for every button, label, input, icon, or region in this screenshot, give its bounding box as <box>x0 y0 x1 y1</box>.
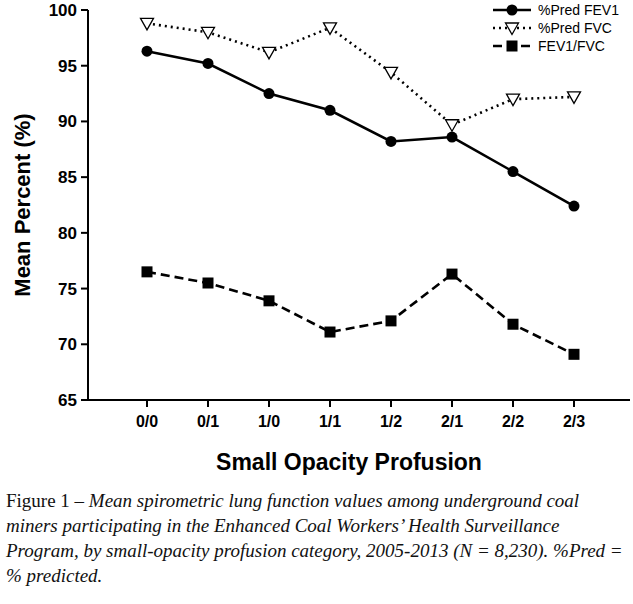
x-tick <box>390 400 392 407</box>
y-tick-label: 85 <box>58 168 77 187</box>
data-point <box>447 132 458 143</box>
caption-text: Mean spirometric lung function values am… <box>6 490 623 586</box>
y-tick <box>81 120 88 122</box>
data-point <box>386 315 397 326</box>
data-point <box>325 105 336 116</box>
y-tick-label: 90 <box>58 112 77 131</box>
data-point <box>569 349 580 360</box>
y-tick <box>81 9 88 11</box>
y-tick-label: 100 <box>49 1 77 20</box>
data-point <box>446 120 459 131</box>
legend-label: %Pred FEV1 <box>538 2 619 18</box>
caption-label: Figure 1 – <box>6 490 84 511</box>
data-point <box>385 67 398 79</box>
legend-marker <box>506 23 519 35</box>
x-tick <box>451 400 453 407</box>
y-axis-label: Mean Percent (%) <box>10 113 35 296</box>
chart: 65 70 75 80 85 90 95 100 0/0 0/1 1/0 1/1 1/2 2/1 2/2 2/… <box>0 0 633 486</box>
y-tick <box>81 399 88 401</box>
x-tick-label: 2/2 <box>502 413 524 430</box>
x-tick-label: 2/1 <box>441 413 463 430</box>
series-line <box>147 23 574 124</box>
legend-label: FEV1/FVC <box>538 38 605 54</box>
y-tick-label: 80 <box>58 224 77 243</box>
legend-marker <box>507 41 518 52</box>
y-tick-label: 75 <box>58 280 77 299</box>
data-point <box>203 58 214 69</box>
data-point <box>141 18 154 30</box>
data-point <box>508 166 519 177</box>
data-point <box>568 92 581 104</box>
y-tick-label: 65 <box>58 391 77 410</box>
data-point <box>263 47 276 59</box>
data-point <box>264 88 275 99</box>
data-point <box>324 23 337 35</box>
y-tick <box>81 288 88 290</box>
caption: Figure 1 – Mean spirometric lung functio… <box>6 488 626 588</box>
data-point <box>142 46 153 57</box>
y-tick-label: 95 <box>58 57 77 76</box>
legend-marker <box>507 5 518 16</box>
y-tick <box>81 232 88 234</box>
y-axis <box>87 10 89 400</box>
x-tick-label: 1/0 <box>258 413 280 430</box>
data-point <box>325 327 336 338</box>
y-tick <box>81 176 88 178</box>
x-axis <box>88 399 630 401</box>
x-tick-label: 2/3 <box>563 413 585 430</box>
data-point <box>508 319 519 330</box>
y-tick <box>81 65 88 67</box>
x-tick <box>573 400 575 407</box>
x-tick <box>329 400 331 407</box>
data-point <box>507 94 520 106</box>
series-line <box>147 272 574 354</box>
x-tick <box>268 400 270 407</box>
data-point <box>264 295 275 306</box>
series-line <box>147 51 574 206</box>
data-point <box>447 269 458 280</box>
x-tick-label: 0/0 <box>136 413 158 430</box>
data-point <box>569 201 580 212</box>
x-tick <box>512 400 514 407</box>
legend-label: %Pred FVC <box>538 20 612 36</box>
legend: %Pred FEV1 %Pred FVC FEV1/FVC <box>493 2 619 54</box>
data-point <box>202 27 215 38</box>
x-tick-label: 1/1 <box>319 413 341 430</box>
data-point <box>142 266 153 277</box>
x-axis-label: Small Opacity Profusion <box>216 449 482 475</box>
y-tick <box>81 343 88 345</box>
data-group <box>141 18 581 359</box>
x-tick <box>207 400 209 407</box>
x-tick-label: 1/2 <box>380 413 402 430</box>
data-point <box>203 278 214 289</box>
x-tick-label: 0/1 <box>197 413 219 430</box>
data-point <box>386 136 397 147</box>
x-tick <box>146 400 148 407</box>
y-tick-label: 70 <box>58 335 77 354</box>
